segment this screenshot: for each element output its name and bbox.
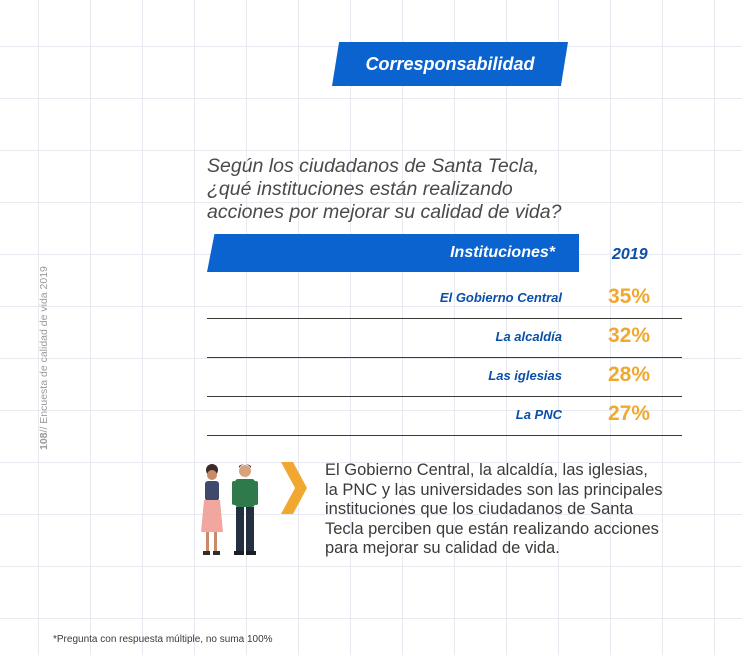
question-line: Según los ciudadanos de Santa Tecla, bbox=[207, 155, 540, 177]
people-illustration-icon bbox=[201, 464, 258, 555]
institution-label: La alcaldía bbox=[495, 329, 562, 344]
page-number: 108 bbox=[38, 432, 50, 450]
row-divider bbox=[207, 356, 682, 358]
table-row: El Gobierno Central 35% bbox=[207, 280, 682, 319]
question-line: acciones por mejorar su calidad de vida? bbox=[207, 201, 562, 223]
summary-line: la PNC y las universidades son las princ… bbox=[325, 480, 663, 499]
table-header-label: Instituciones* bbox=[450, 244, 555, 261]
summary-line: Tecla perciben que están realizando acci… bbox=[325, 519, 659, 538]
table-row: La alcaldía 32% bbox=[207, 319, 682, 358]
row-divider bbox=[207, 395, 682, 397]
institution-label: Las iglesias bbox=[488, 368, 562, 383]
percentage-value: 28% bbox=[608, 363, 651, 386]
institution-label: La PNC bbox=[515, 407, 562, 422]
summary-line: para mejorar su calidad de vida. bbox=[325, 539, 560, 557]
table-row: Las iglesias 28% bbox=[207, 358, 682, 397]
table-header: Instituciones* bbox=[207, 234, 579, 272]
summary-text: El Gobierno Central, la alcaldía, las ig… bbox=[325, 461, 725, 559]
chevron-right-icon bbox=[281, 462, 307, 514]
section-banner: Corresponsabilidad bbox=[332, 42, 568, 86]
question-line: ¿qué instituciones están realizando bbox=[207, 178, 513, 200]
section-title: Corresponsabilidad bbox=[365, 53, 535, 74]
side-label: 108// Encuesta de calidad de vida 2019 bbox=[38, 266, 50, 450]
summary-line: instituciones que los ciudadanos de Sant… bbox=[325, 500, 634, 518]
row-divider bbox=[207, 434, 682, 436]
summary-line: El Gobierno Central, la alcaldía, las ig… bbox=[325, 461, 648, 479]
publication-name: // Encuesta de calidad de vida 2019 bbox=[38, 266, 50, 433]
table-row: La PNC 27% bbox=[207, 397, 682, 436]
row-divider bbox=[207, 317, 682, 319]
percentage-value: 35% bbox=[608, 285, 651, 308]
year-column-label: 2019 bbox=[612, 246, 648, 263]
question: Según los ciudadanos de Santa Tecla, ¿qu… bbox=[207, 155, 627, 224]
percentage-value: 27% bbox=[608, 402, 651, 425]
footnote: *Pregunta con respuesta múltiple, no sum… bbox=[53, 634, 273, 645]
institution-label: El Gobierno Central bbox=[439, 290, 562, 305]
percentage-value: 32% bbox=[608, 324, 651, 347]
